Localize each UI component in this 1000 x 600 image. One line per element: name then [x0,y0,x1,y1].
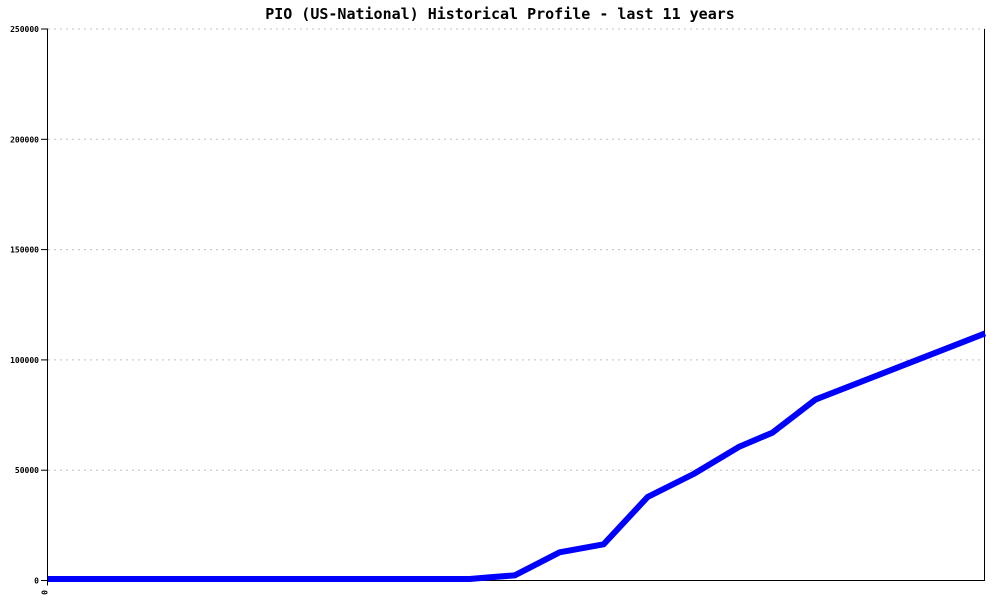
series-line-0 [48,330,987,582]
x-tick-label: 0 [41,590,50,595]
chart-title: PIO (US-National) Historical Profile - l… [265,5,735,23]
y-tick-label: 200000 [10,135,39,144]
y-tick-label: 100000 [10,356,39,365]
y-tick-label: 0 [34,577,39,586]
y-tick-label: 50000 [15,466,39,475]
y-tick-label: 250000 [10,25,39,34]
y-tick-label: 150000 [10,246,39,255]
